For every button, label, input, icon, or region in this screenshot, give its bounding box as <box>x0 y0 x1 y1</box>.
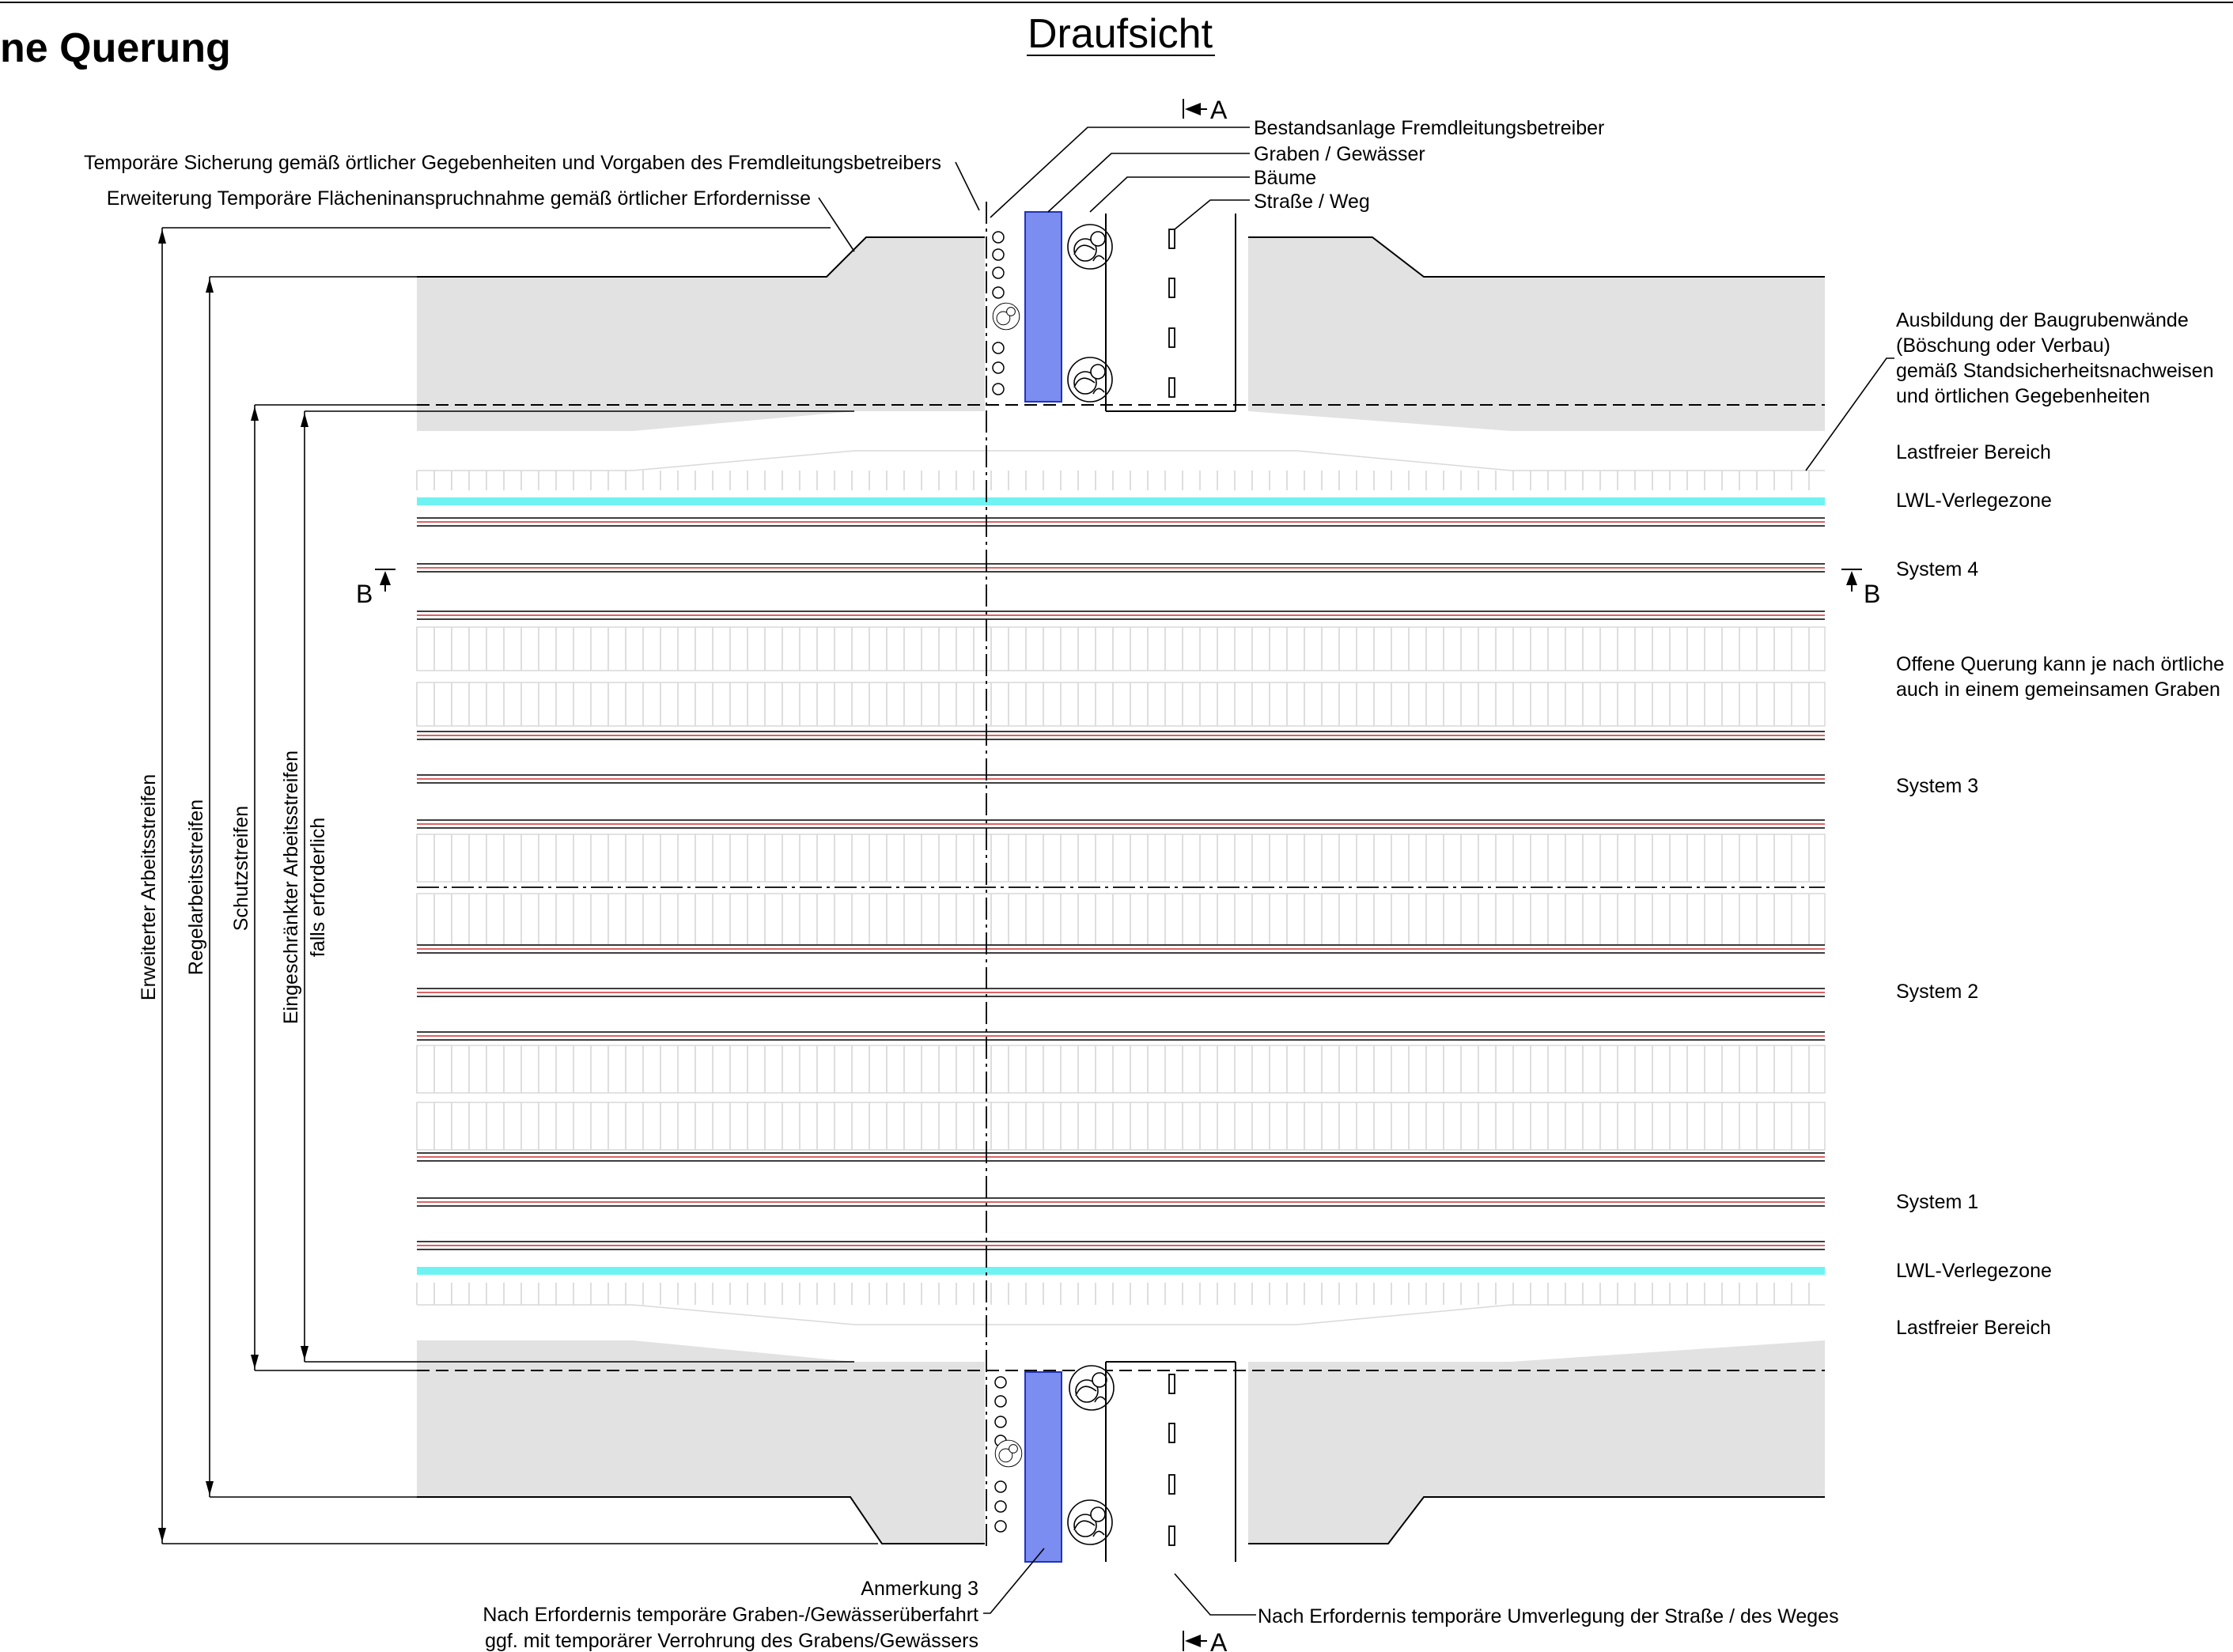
dim-label-schutz: Schutzstreifen <box>230 806 252 931</box>
svg-text:A: A <box>1210 1628 1228 1652</box>
utility-dot <box>992 286 1005 299</box>
tree-icon <box>992 302 1020 331</box>
tree-icon <box>1067 224 1113 270</box>
road-bottom <box>1105 1361 1236 1562</box>
work-area-top-left <box>417 237 985 431</box>
label-lwl-bottom: LWL-Verlegezone <box>1896 1260 2052 1282</box>
label-offene-2: auch in einem gemeinsamen Graben <box>1896 679 2220 701</box>
dimension-lines <box>158 227 878 1544</box>
work-area-bottom-left <box>417 1340 985 1544</box>
section-marker-b-left: B <box>356 569 396 608</box>
utility-dot <box>992 248 1005 261</box>
utility-dot <box>994 1416 1007 1428</box>
road-marking <box>1168 377 1175 398</box>
label-baugrube-1: Ausbildung der Baugrubenwände <box>1896 309 2189 331</box>
road-marking <box>1168 327 1175 348</box>
view-title: Draufsicht <box>1028 11 1213 57</box>
extension-outline-bottom-left <box>417 1496 985 1544</box>
label-temp-sicherung: Temporäre Sicherung gemäß örtlicher Gege… <box>84 152 941 174</box>
tree-icon <box>994 1439 1023 1468</box>
dim-label-eingeschraenkt: Eingeschränkter Arbeitsstreifen <box>280 750 302 1024</box>
tree-icon <box>1067 357 1113 403</box>
extension-outline-bottom-right <box>1248 1496 1825 1544</box>
utility-dot <box>992 361 1005 374</box>
label-baugrube-3: gemäß Standsicherheitsnachweisen <box>1896 360 2214 382</box>
work-area-bottom-right <box>1248 1340 1825 1544</box>
label-system2: System 2 <box>1896 981 1978 1003</box>
section-marker-b-right: B <box>1841 569 1880 608</box>
dim-label-regel: Regelarbeitsstreifen <box>185 800 207 975</box>
utility-dot <box>992 231 1005 244</box>
label-offene-1: Offene Querung kann je nach örtliche <box>1896 653 2224 675</box>
trench-band-outlines <box>416 450 1826 1325</box>
bottom-leaders <box>983 1548 1256 1616</box>
label-umverlegung: Nach Erfordernis temporäre Umverlegung d… <box>1258 1605 1839 1627</box>
utility-dot <box>994 1520 1007 1533</box>
road-marking <box>1168 1423 1175 1443</box>
road-marking <box>1168 1474 1175 1495</box>
tree-icon <box>1069 1365 1115 1411</box>
watercourse-bottom <box>1024 1371 1062 1563</box>
label-baeume: Bäume <box>1254 167 1316 189</box>
road-center-markings <box>1168 229 1175 1546</box>
tree-icon <box>1067 1499 1113 1545</box>
utility-dot <box>994 1500 1007 1513</box>
road-marking <box>1168 229 1175 249</box>
label-graben: Graben / Gewässer <box>1254 143 1425 165</box>
utility-dot <box>994 1480 1007 1493</box>
top-leaders <box>818 127 1894 471</box>
label-lwl-top: LWL-Verlegezone <box>1896 490 2052 512</box>
road-marking <box>1168 278 1175 298</box>
work-area-top-right <box>1248 237 1825 431</box>
utility-dot <box>992 342 1005 354</box>
utility-dot <box>992 383 1005 395</box>
dim-label-erweiterter: Erweiterter Arbeitsstreifen <box>138 774 160 1000</box>
label-anmerkung: Anmerkung 3 <box>861 1578 978 1600</box>
dim-label-eingeschraenkt-2: falls erforderlich <box>307 818 329 957</box>
utility-dot <box>994 1376 1007 1389</box>
label-system1: System 1 <box>1896 1191 1978 1213</box>
extension-outline-top-right <box>1248 236 1825 278</box>
utility-dot <box>992 267 1005 279</box>
pipe-systems <box>417 517 1825 1250</box>
road-top <box>1105 214 1236 412</box>
road-marking <box>1168 1525 1175 1546</box>
drawing-title: ne Querung <box>0 25 231 71</box>
label-strasse: Straße / Weg <box>1254 191 1370 213</box>
svg-text:A: A <box>1210 96 1228 124</box>
road-marking <box>1168 1374 1175 1394</box>
label-baugrube-2: (Böschung oder Verbau) <box>1896 335 2110 357</box>
label-baugrube-4: und örtlichen Gegebenheiten <box>1896 385 2150 407</box>
trees <box>992 224 1115 1545</box>
extension-outline-top-left <box>417 236 985 278</box>
label-system4: System 4 <box>1896 558 1978 580</box>
watercourse-top <box>1024 211 1062 403</box>
label-erweiterung: Erweiterung Temporäre Flächeninanspruchn… <box>107 187 811 210</box>
utility-dot <box>994 1395 1007 1408</box>
label-lastfreier-bottom: Lastfreier Bereich <box>1896 1317 2051 1339</box>
label-ueberfahrt-2: ggf. mit temporärer Verrohrung des Grabe… <box>485 1630 978 1652</box>
section-marker-a-bottom: A <box>1183 1628 1228 1652</box>
trench-hatch-bands <box>416 471 1810 1305</box>
label-bestandsanlage: Bestandsanlage Fremdleitungsbetreiber <box>1254 117 1604 139</box>
label-lastfreier-top: Lastfreier Bereich <box>1896 441 2051 463</box>
label-ueberfahrt-1: Nach Erfordernis temporäre Graben-/Gewäs… <box>483 1604 978 1626</box>
work-area-top <box>417 237 1825 431</box>
label-system3: System 3 <box>1896 775 1978 797</box>
section-marker-a-top: A <box>1183 96 1228 124</box>
work-area-bottom <box>417 1340 1825 1544</box>
svg-text:B: B <box>356 580 373 608</box>
svg-text:B: B <box>1864 580 1880 608</box>
